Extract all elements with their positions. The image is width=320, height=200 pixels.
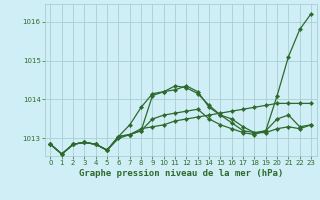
- X-axis label: Graphe pression niveau de la mer (hPa): Graphe pression niveau de la mer (hPa): [79, 169, 283, 178]
